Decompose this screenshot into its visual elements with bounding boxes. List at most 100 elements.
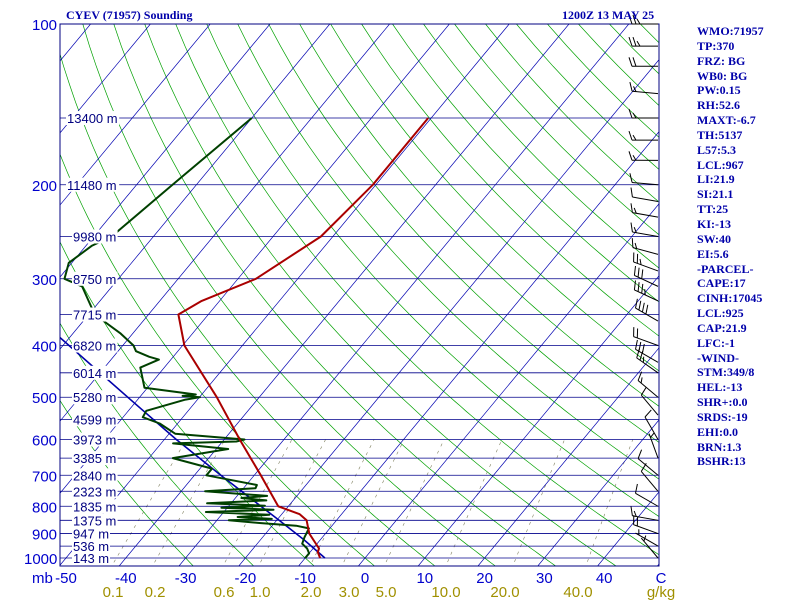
pressure-label: 800	[32, 499, 57, 516]
wind-barb-feather	[640, 386, 647, 396]
temperature-unit-label: C	[656, 570, 667, 587]
wind-barb	[640, 463, 659, 492]
index-item: -PARCEL-	[697, 261, 754, 276]
pressure-label: 900	[32, 527, 57, 544]
height-label-bg	[72, 451, 118, 466]
temperature-tick-label: -20	[235, 570, 257, 587]
height-label-bg	[72, 229, 118, 244]
index-item: SRDS:-19	[697, 409, 748, 424]
wind-barb-feather	[633, 227, 637, 233]
isotherm	[60, 24, 211, 206]
temperature-tick-label: 10	[416, 570, 433, 587]
height-label: 143 m	[73, 551, 109, 566]
wind-barb-feather	[633, 510, 637, 517]
isotherm	[417, 275, 659, 566]
wind-barb-feather	[636, 348, 640, 359]
height-label: 11480 m	[67, 178, 117, 193]
wind-barb-feather	[628, 57, 633, 67]
wind-barb-feather	[641, 302, 645, 313]
mixing-ratio-label: 1.0	[250, 584, 271, 600]
dry-adiabat	[330, 24, 659, 372]
wind-barb-staff	[640, 394, 659, 416]
wind-barb-feather	[645, 304, 649, 315]
isotherm	[178, 24, 630, 566]
height-label-bg	[72, 338, 118, 353]
height-label: 3385 m	[73, 451, 116, 466]
height-label-bg	[72, 307, 118, 322]
wind-barb-staff	[636, 357, 659, 374]
index-item: LCL:967	[697, 157, 744, 172]
mixing-ratio-line	[258, 439, 326, 566]
height-label: 947 m	[73, 527, 109, 542]
wind-barb-feather	[639, 350, 644, 361]
dry-adiabat	[299, 24, 659, 407]
wind-barb	[633, 515, 659, 535]
index-item: LCL:925	[697, 306, 744, 321]
pressure-label: 500	[32, 390, 57, 407]
index-item: LI:21.9	[697, 172, 735, 187]
wind-barb	[633, 280, 659, 302]
wind-barb-feather	[635, 483, 638, 494]
dry-adiabat	[361, 24, 659, 337]
wind-barb-feather	[634, 242, 638, 249]
wind-barb-feather	[640, 377, 643, 384]
wind-barb-feather	[650, 432, 655, 438]
wind-barb-feather	[640, 463, 647, 472]
isotherm	[118, 24, 570, 566]
dry-adiabat	[392, 24, 659, 303]
index-item: WB0: BG	[697, 68, 748, 83]
dry-adiabat	[144, 24, 617, 566]
index-item: TT:25	[697, 202, 729, 217]
wind-barb	[630, 222, 659, 237]
isotherm	[477, 347, 659, 566]
pressure-label: 600	[32, 433, 57, 450]
wind-barb	[629, 173, 659, 186]
index-item: HEL:-13	[697, 380, 743, 395]
wind-barb-staff	[634, 289, 659, 302]
mixing-ratio-label: 5.0	[376, 584, 397, 600]
height-label: 2840 m	[73, 468, 116, 483]
temperature-tick-label: -10	[294, 570, 316, 587]
wind-barb-feather	[632, 134, 637, 141]
wind-barb-feather	[632, 14, 637, 25]
wind-barb-feather	[630, 222, 633, 233]
mixing-ratio-label: 0.2	[145, 584, 166, 600]
isotherm	[60, 24, 450, 494]
isotherm-lines	[60, 24, 659, 566]
wind-barb	[640, 535, 659, 559]
wind-barb-staff	[635, 492, 659, 507]
mixing-ratio-label: 20.0	[490, 584, 519, 600]
index-item: CAPE:17	[697, 276, 746, 291]
mixing-ratio-label: 0.6	[214, 584, 235, 600]
height-label: 2323 m	[73, 484, 116, 499]
wind-barb-feather	[630, 187, 633, 198]
mixing-ratio-line	[445, 439, 503, 566]
dry-adiabat	[60, 322, 255, 566]
wind-barb-staff	[634, 274, 659, 287]
wind-barb-staff	[635, 532, 659, 547]
height-label-bg	[72, 271, 118, 286]
height-label-bg	[72, 539, 110, 554]
wind-barb-staff	[637, 458, 659, 476]
plot-frame	[59, 23, 660, 567]
index-item: WMO:71957	[697, 24, 764, 38]
sounding-profiles	[60, 117, 429, 559]
wind-barb-feather	[628, 151, 633, 161]
wind-barb-staff	[648, 433, 659, 459]
temperature-tick-label: 0	[361, 570, 369, 587]
wind-barbs	[628, 14, 659, 559]
wind-barb-feather	[638, 300, 642, 311]
wind-barb-feather	[628, 14, 633, 25]
wind-barb	[635, 483, 659, 507]
pressure-unit-label: mb	[32, 570, 53, 587]
wind-barb-staff	[632, 212, 659, 218]
wind-barb-staff	[640, 471, 659, 492]
wind-barb-feather	[635, 298, 638, 309]
dry-adiabat	[175, 24, 659, 556]
wind-barb	[628, 36, 659, 47]
wind-barb-feather	[635, 339, 638, 350]
wind-barb-staff	[632, 182, 659, 186]
wind-barb-feather	[632, 36, 637, 47]
wind-barb	[644, 409, 659, 440]
